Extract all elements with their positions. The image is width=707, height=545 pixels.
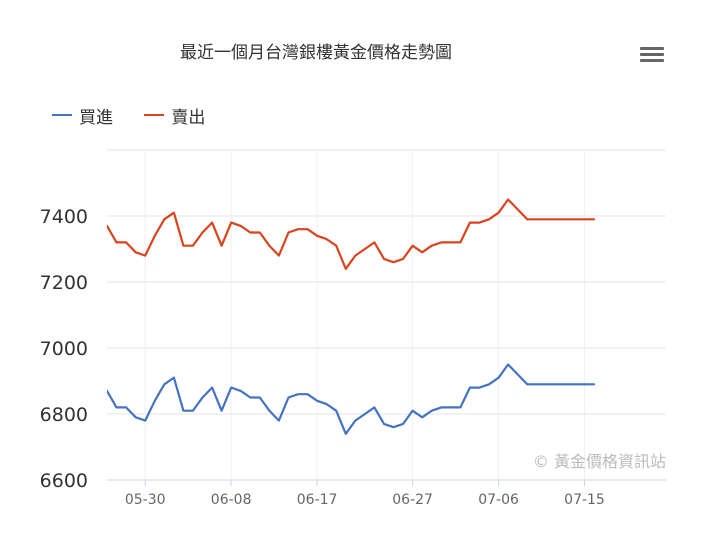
axes: 6600 6800 7000 7200 7400 05-30 06-08 06-17 06-27…: [40, 206, 666, 508]
credit-text: © 黃金價格資訊站: [533, 452, 666, 471]
y-tick-label: 6800: [40, 404, 88, 426]
legend-item-sell[interactable]: 賣出: [144, 103, 205, 128]
menu-bar: [640, 59, 664, 62]
chart-title: 最近一個月台灣銀樓黃金價格走勢圖: [180, 43, 452, 63]
hamburger-menu-icon[interactable]: [640, 47, 664, 67]
series-line-buy: [107, 363, 596, 435]
legend-item-buy[interactable]: 買進: [52, 103, 113, 128]
grid: [107, 149, 666, 481]
x-tick-label: 06-08: [211, 492, 252, 508]
x-tick-label: 07-15: [564, 492, 605, 508]
x-tick-label: 05-30: [125, 492, 166, 508]
y-tick-label: 7400: [40, 206, 88, 228]
legend-buy-swatch: [52, 114, 72, 116]
menu-bar: [640, 47, 664, 50]
y-tick-label: 7000: [40, 338, 88, 360]
legend-sell-swatch: [144, 114, 165, 116]
series: [107, 198, 596, 435]
series-line-sell: [107, 198, 596, 270]
menu-bar: [640, 53, 664, 56]
x-tick-label: 06-17: [297, 492, 338, 508]
legend-buy-label: 買進: [79, 107, 113, 128]
legend-sell-label: 賣出: [171, 107, 206, 128]
legend: 買進 賣出: [52, 101, 231, 128]
y-tick-label: 6600: [40, 470, 88, 492]
x-tick-label: 07-06: [478, 492, 519, 508]
x-tick-label: 06-27: [392, 492, 433, 508]
y-tick-label: 7200: [40, 272, 88, 294]
